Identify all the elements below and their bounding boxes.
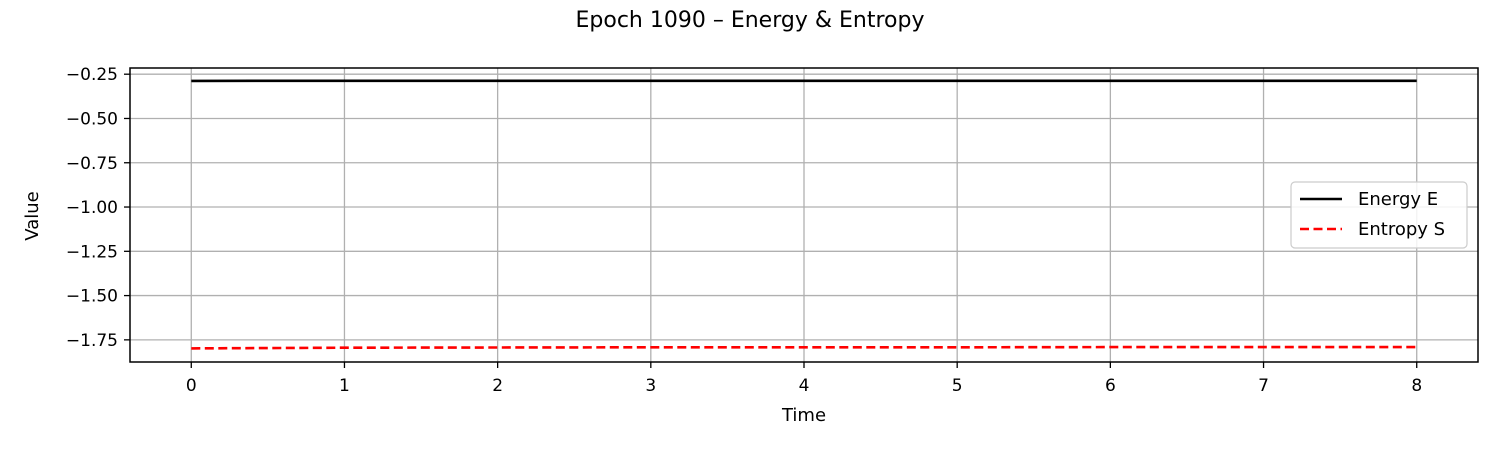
y-tick-label: −0.50 xyxy=(66,109,118,129)
y-tick-label: −1.75 xyxy=(66,331,118,351)
x-tick-label: 1 xyxy=(339,376,350,396)
x-tick-label: 8 xyxy=(1411,376,1422,396)
x-axis-label: Time xyxy=(781,405,826,426)
y-axis: −1.75 −1.50 −1.25 −1.00 −0.75 −0.50 −0.25 xyxy=(66,65,130,351)
x-tick-label: 6 xyxy=(1105,376,1116,396)
series-line-2 xyxy=(191,345,1417,350)
x-tick-label: 3 xyxy=(645,376,656,396)
y-tick-label: −0.75 xyxy=(66,154,118,174)
legend: Energy E Entropy S xyxy=(1290,181,1468,249)
x-tick-label: 5 xyxy=(952,376,963,396)
y-tick-label: −1.50 xyxy=(66,287,118,307)
chart-title: Epoch 1090 – Energy & Entropy xyxy=(576,8,925,33)
y-tick-label: −0.25 xyxy=(66,65,118,85)
grid xyxy=(130,68,1478,362)
x-axis: 0 1 2 3 4 5 6 7 8 xyxy=(186,362,1422,396)
y-tick-label: −1.25 xyxy=(66,242,118,262)
plot-area xyxy=(191,79,1417,350)
x-tick-label: 2 xyxy=(492,376,503,396)
x-tick-label: 0 xyxy=(186,376,197,396)
x-tick-label: 4 xyxy=(799,376,810,396)
legend-label-2: Entropy S xyxy=(1358,219,1445,240)
legend-label-1: Energy E xyxy=(1358,189,1438,210)
y-axis-label: Value xyxy=(22,191,43,240)
y-tick-label: −1.00 xyxy=(66,198,118,218)
x-tick-label: 7 xyxy=(1258,376,1269,396)
